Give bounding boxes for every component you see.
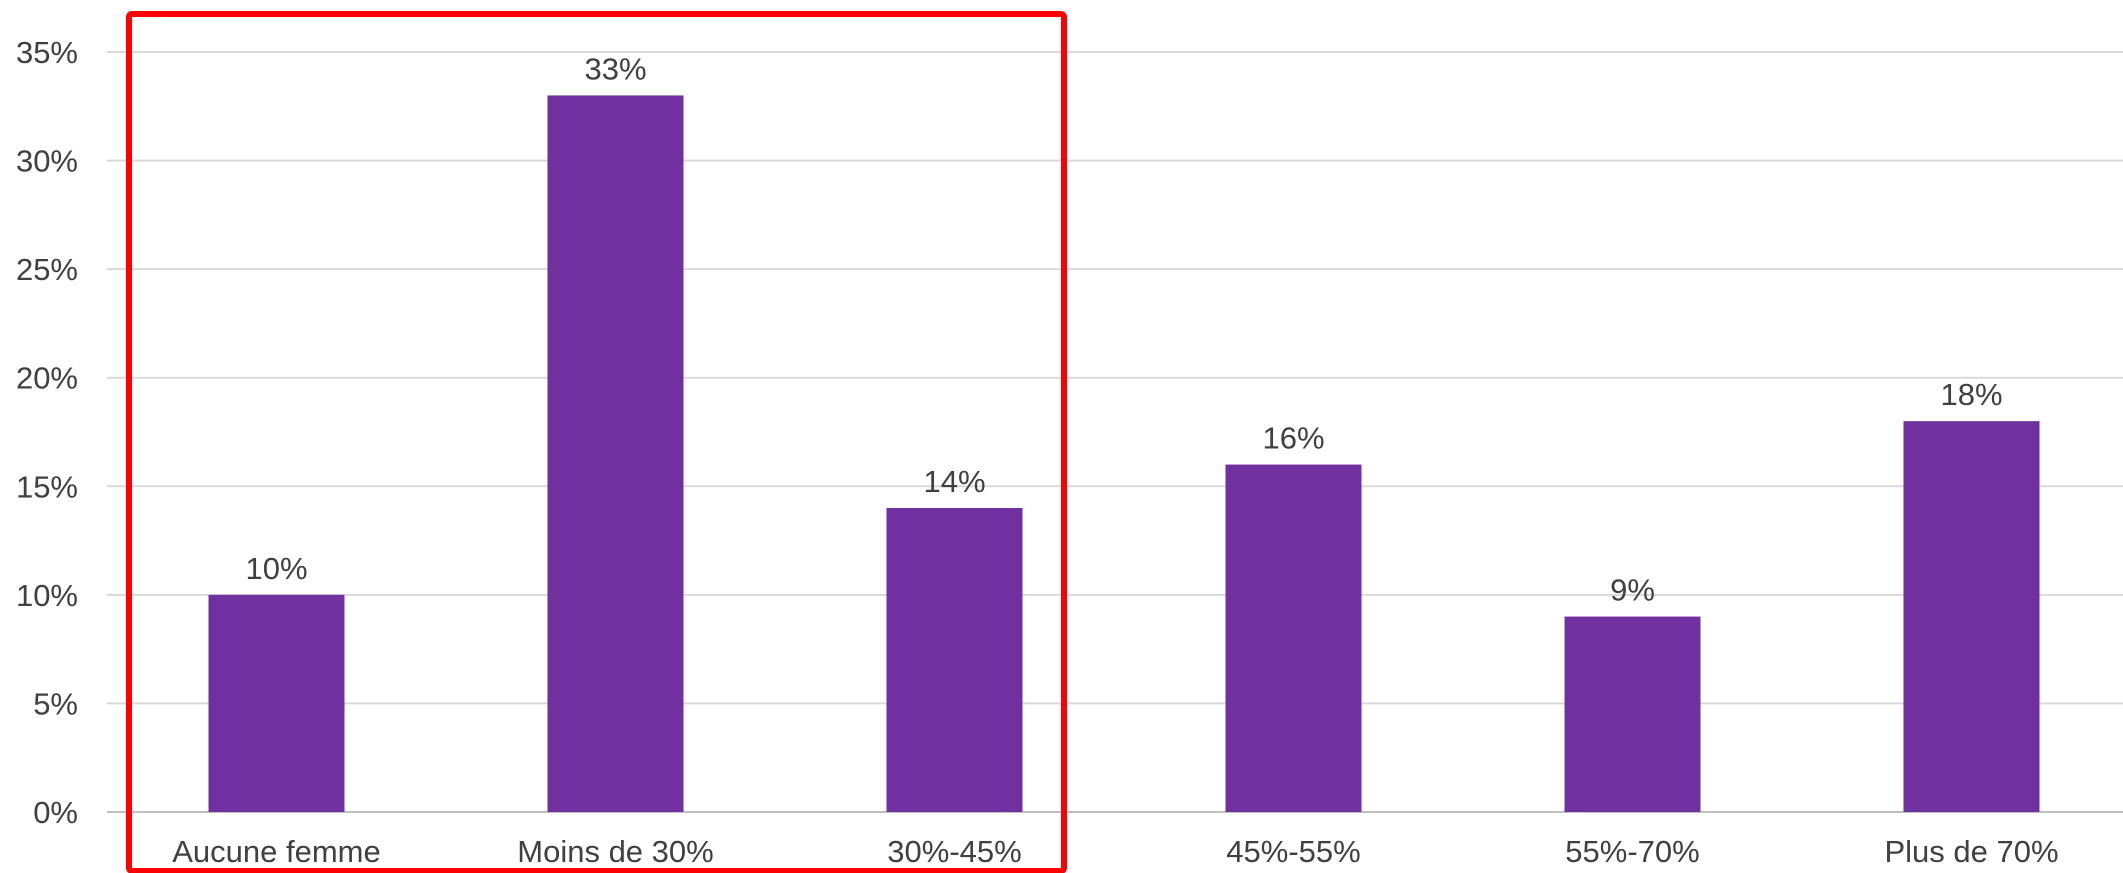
y-tick-label: 30%	[16, 144, 78, 179]
data-label: 9%	[1610, 573, 1655, 608]
category-label: 45%-55%	[1226, 834, 1360, 869]
category-label: Moins de 30%	[517, 834, 713, 869]
highlight-box-group	[126, 11, 1067, 873]
y-tick-label: 10%	[16, 578, 78, 613]
y-axis-tick-labels: 0% 5% 10% 15% 20% 25% 30% 35%	[16, 35, 78, 830]
data-label: 16%	[1262, 421, 1324, 456]
highlight-rectangle	[126, 11, 1067, 873]
y-tick-label: 20%	[16, 361, 78, 396]
bar	[1225, 464, 1362, 812]
y-tick-label: 5%	[33, 686, 78, 721]
data-labels: 10% 33% 14% 16% 9% 18%	[245, 51, 2002, 607]
category-label: 30%-45%	[887, 834, 1021, 869]
y-tick-label: 0%	[33, 795, 78, 830]
gridlines	[107, 51, 2123, 813]
data-label: 33%	[584, 51, 646, 86]
bar	[886, 508, 1023, 812]
data-label: 18%	[1940, 377, 2002, 412]
y-tick-label: 25%	[16, 252, 78, 287]
y-tick-label: 15%	[16, 469, 78, 504]
category-label: 55%-70%	[1565, 834, 1699, 869]
y-tick-label: 35%	[16, 35, 78, 70]
bar	[547, 95, 684, 812]
x-axis-category-labels: Aucune femme Moins de 30% 30%-45% 45%-55% 55…	[172, 834, 2058, 869]
category-label: Plus de 70%	[1884, 834, 2058, 869]
bar	[1903, 421, 2040, 812]
bars	[208, 95, 2040, 812]
bar	[208, 594, 345, 812]
data-label: 10%	[245, 551, 307, 586]
bar	[1564, 616, 1701, 812]
data-label: 14%	[923, 464, 985, 499]
category-label: Aucune femme	[172, 834, 381, 869]
